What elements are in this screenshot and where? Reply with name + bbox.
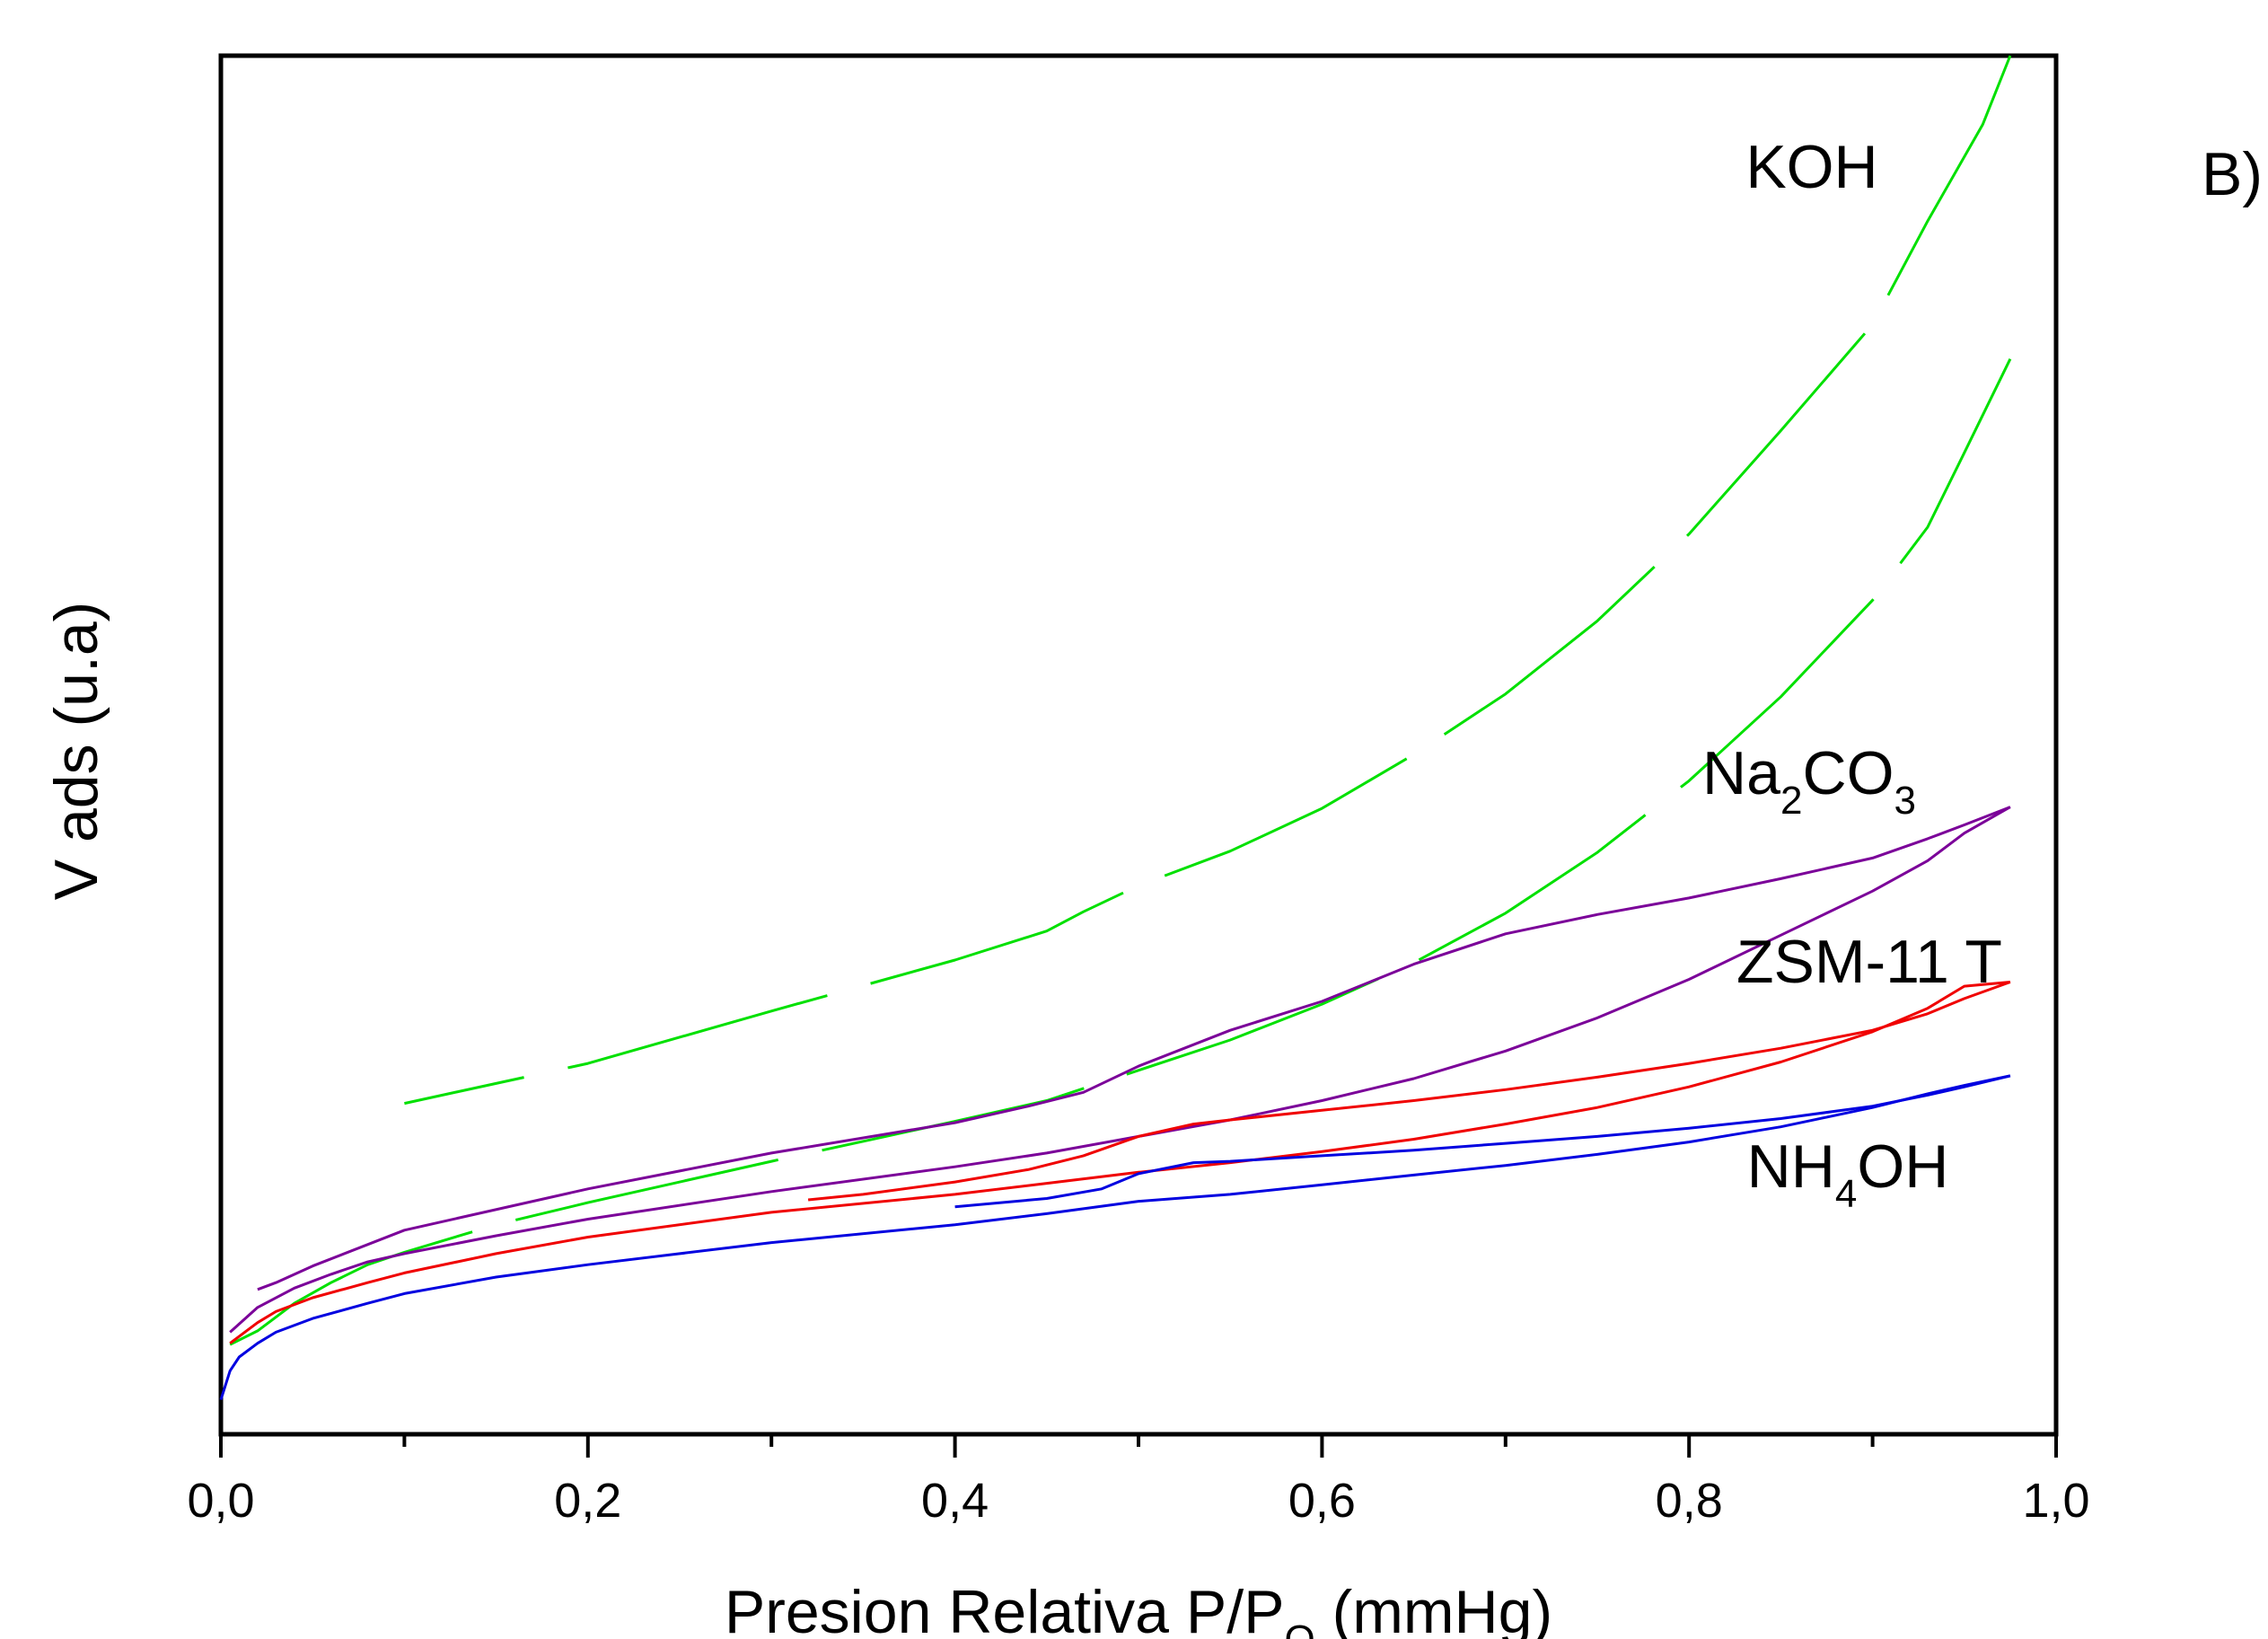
nh4oh-label: NH4OH <box>1747 1132 1949 1216</box>
koh-adsorption-line <box>229 358 2012 1346</box>
x-tick-label: 0,6 <box>1288 1474 1356 1528</box>
x-tick-label: 0,0 <box>187 1474 254 1528</box>
na2co3-label-part: Na <box>1702 739 1780 807</box>
x-axis-title-unit: (mmHg) <box>1315 1578 1552 1639</box>
na2co3-label-part: 3 <box>1894 779 1915 823</box>
nh4oh-adsorption-line <box>219 1074 2011 1401</box>
nh4oh-label-part: NH <box>1747 1132 1835 1201</box>
x-tick-label: 0,4 <box>921 1474 989 1528</box>
zsm-11-t-adsorption-line <box>229 981 2011 1344</box>
x-tick-label: 0,8 <box>1656 1474 1723 1528</box>
koh-label: KOH <box>1745 133 1877 201</box>
na2co3-label-part: 2 <box>1780 779 1802 823</box>
na2co3-label: Na2CO3 <box>1702 739 1916 823</box>
nh4oh-label-part: OH <box>1857 1132 1948 1201</box>
zsm-11-t-label-part: ZSM-11 T <box>1736 928 2002 996</box>
x-axis-ticks: 0,0 0,2 0,4 0,6 0,8 1,0 <box>187 1434 2090 1528</box>
series-labels: KOH Na2CO3 ZSM-11 T NH4OH <box>1702 133 2002 1216</box>
x-tick-label: 0,2 <box>554 1474 621 1528</box>
na2co3-label-part: CO <box>1802 739 1894 807</box>
x-axis-title-sub: O <box>1284 1617 1314 1639</box>
panel-label: B) <box>2202 140 2263 208</box>
y-axis-title: V ads (u.a) <box>42 602 110 901</box>
zsm-11-t-label: ZSM-11 T <box>1736 928 2002 996</box>
koh-label-part: KOH <box>1745 133 1877 201</box>
x-tick-label: 1,0 <box>2022 1474 2089 1528</box>
x-axis-title: Presion Relativa P/PO (mmHg) <box>725 1578 1552 1639</box>
x-axis-title-main: Presion Relativa P/P <box>725 1578 1285 1639</box>
nh4oh-desorption-line <box>954 1074 2011 1209</box>
zsm-11-t-desorption-line <box>807 981 2011 1202</box>
koh-desorption-line <box>404 55 2012 1106</box>
na2co3-desorption-line <box>257 806 2011 1291</box>
plot-frame <box>218 53 2059 1437</box>
series-layer <box>219 55 2012 1401</box>
nh4oh-label-part: 4 <box>1835 1172 1857 1216</box>
